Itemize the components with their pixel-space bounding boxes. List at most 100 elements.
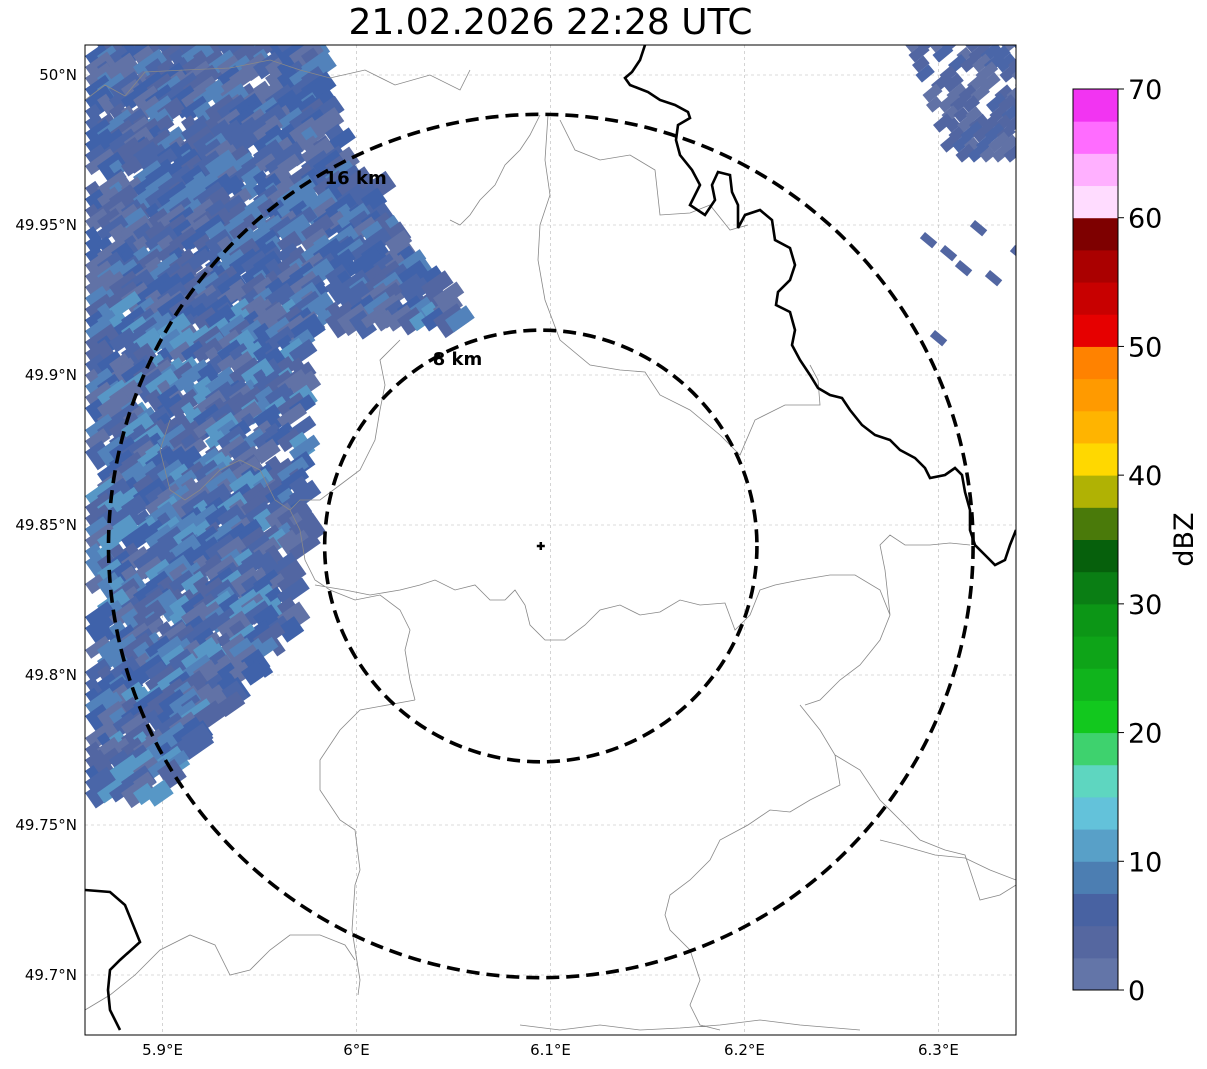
colorbar-bin — [1073, 539, 1118, 573]
radar-center-marker — [536, 542, 545, 550]
echo-cell — [181, 601, 210, 626]
echo-cell — [85, 103, 102, 120]
echo-cell — [85, 635, 112, 659]
echo-cell — [938, 91, 961, 113]
range-ring — [322, 328, 759, 764]
echo-cell — [145, 570, 172, 596]
echo-cell — [133, 555, 164, 583]
lon-tick-label: 6.2°E — [724, 1041, 765, 1059]
echo-cell — [289, 163, 315, 186]
lon-tick-label: 5.9°E — [142, 1041, 183, 1059]
echo-cell — [205, 505, 232, 530]
echo-cell — [277, 456, 309, 484]
echo-cell — [85, 233, 106, 255]
echo-cell — [337, 164, 362, 187]
echo-cell — [277, 123, 302, 149]
echo-cell — [289, 533, 321, 561]
echo-cell — [277, 402, 308, 430]
echo-cell — [108, 291, 142, 319]
echo-cell — [915, 64, 935, 83]
echo-cell — [192, 386, 215, 408]
echo-cell — [217, 354, 237, 374]
echo-cell — [955, 143, 976, 163]
echo-cell — [952, 132, 973, 153]
echo-cell — [228, 661, 253, 685]
echo-cell — [277, 577, 310, 606]
echo-cell — [265, 45, 300, 60]
echo-cell — [85, 428, 111, 452]
echo-cell — [289, 73, 318, 99]
echo-cell — [85, 310, 107, 332]
colorbar-tick-label: 60 — [1128, 204, 1162, 235]
echo-cell — [337, 146, 360, 171]
precipitation-layer — [85, 45, 1016, 809]
echo-cell — [277, 487, 296, 506]
echo-cell — [277, 616, 305, 643]
echo-cell — [361, 307, 385, 329]
echo-cell — [193, 376, 214, 396]
echo-cell — [996, 53, 1016, 73]
echo-cell — [929, 329, 948, 347]
echo-cell — [96, 552, 117, 572]
echo-cell — [97, 214, 129, 242]
range-rings — [106, 112, 975, 980]
colorbar-frame — [1072, 88, 1119, 991]
echo-cell — [181, 123, 203, 145]
river-or-national-border — [85, 45, 1016, 1031]
echo-cell — [926, 96, 943, 113]
echo-cell — [1003, 141, 1016, 163]
echo-cell — [145, 486, 168, 508]
echo-cell — [229, 588, 261, 617]
colorbar-bin — [1073, 346, 1118, 380]
echo-cell — [1015, 76, 1016, 93]
echo-cell — [96, 128, 126, 154]
echo-cell — [229, 455, 263, 485]
colorbar-bin — [1073, 636, 1118, 669]
echo-cell — [943, 72, 964, 93]
colorbar-bin — [1073, 764, 1118, 798]
colorbar-bin — [1073, 571, 1118, 605]
echo-cell — [265, 316, 293, 342]
echo-cell — [145, 779, 174, 807]
echo-cell — [96, 747, 122, 770]
echo-cell — [240, 119, 267, 142]
regional-borders — [85, 59, 1016, 1031]
echo-cell — [999, 64, 1016, 83]
colorbar-bin — [1073, 925, 1118, 959]
colorbar-bin — [1073, 410, 1118, 444]
lon-tick-label: 6.1°E — [530, 1041, 571, 1059]
echo-cell — [85, 574, 107, 595]
echo-cell — [277, 253, 300, 275]
echo-cell — [337, 256, 360, 280]
echo-cell — [97, 779, 124, 804]
echo-cell — [217, 504, 246, 531]
echo-cell — [181, 731, 215, 761]
colorbar-bin — [1073, 121, 1118, 154]
echo-cell — [984, 269, 1003, 287]
echo-cell — [205, 220, 230, 244]
echo-cell — [373, 309, 396, 332]
echo-cell — [181, 85, 210, 110]
colorbar-bin — [1073, 893, 1118, 927]
echo-cell — [444, 305, 475, 333]
range-ring — [106, 112, 975, 980]
colorbar-tick-label: 30 — [1128, 590, 1162, 621]
colorbar-bin — [1073, 249, 1118, 283]
range-ring-label: 8 km — [433, 349, 483, 370]
echo-cell — [922, 83, 943, 103]
echo-cell — [217, 691, 246, 718]
echo-cell — [954, 260, 973, 277]
echo-cell — [193, 520, 214, 541]
echo-cell — [240, 660, 268, 686]
echo-cell — [85, 658, 112, 683]
echo-cell — [193, 389, 227, 419]
echo-cell — [192, 416, 218, 439]
echo-cell — [972, 53, 992, 73]
echo-cell — [144, 664, 179, 694]
lat-tick-label: 50°N — [39, 66, 77, 84]
colorbar-tick-label: 10 — [1128, 847, 1162, 878]
map-gridlines — [85, 45, 1016, 1035]
colorbar-bin — [1073, 314, 1118, 347]
colorbar-bin — [1073, 507, 1118, 540]
echo-cell — [133, 460, 159, 484]
